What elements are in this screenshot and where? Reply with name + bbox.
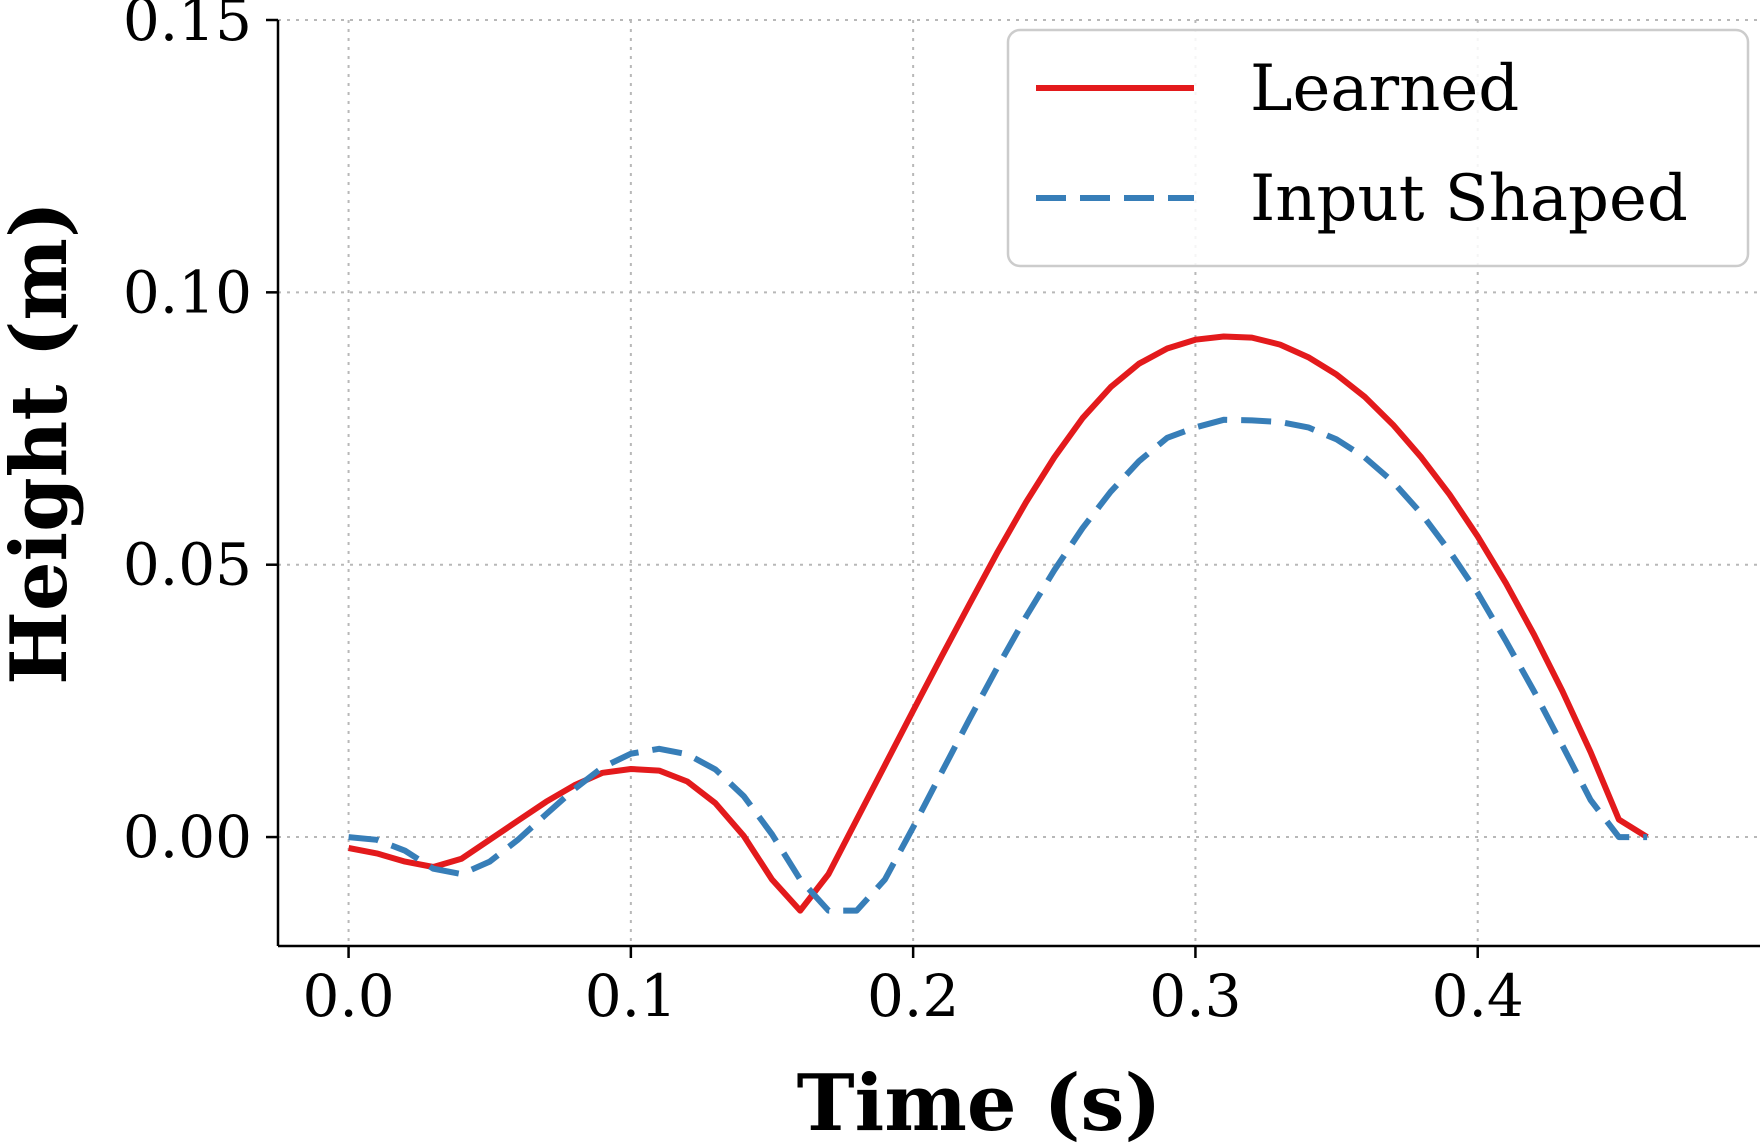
x-axis-title: Time (s) — [797, 1058, 1162, 1146]
series-layer — [348, 333, 1649, 914]
series-line-learned — [348, 333, 1649, 914]
series-line-input-shaped — [348, 416, 1648, 914]
x-tick-label: 0.1 — [585, 962, 677, 1030]
axes — [276, 20, 1760, 948]
x-tick-label: 0.0 — [302, 962, 394, 1030]
legend: Learned Input Shaped — [1006, 28, 1750, 268]
x-tick-label: 0.4 — [1432, 962, 1524, 1030]
y-tick-label: 0.05 — [123, 531, 252, 599]
y-tick-label: 0.00 — [123, 803, 252, 871]
y-tick-label: 0.15 — [123, 0, 252, 54]
x-tick-label: 0.3 — [1149, 962, 1241, 1030]
y-tick-label: 0.10 — [123, 258, 252, 326]
legend-label-learned: Learned — [1250, 52, 1519, 126]
x-tick-label: 0.2 — [867, 962, 959, 1030]
y-axis-title: Height (m) — [0, 201, 85, 685]
ticks: 0.0 0.1 0.2 0.3 0.4 0.00 0.05 0.10 0.15 — [123, 0, 1524, 1030]
legend-label-input-shaped: Input Shaped — [1250, 162, 1688, 236]
